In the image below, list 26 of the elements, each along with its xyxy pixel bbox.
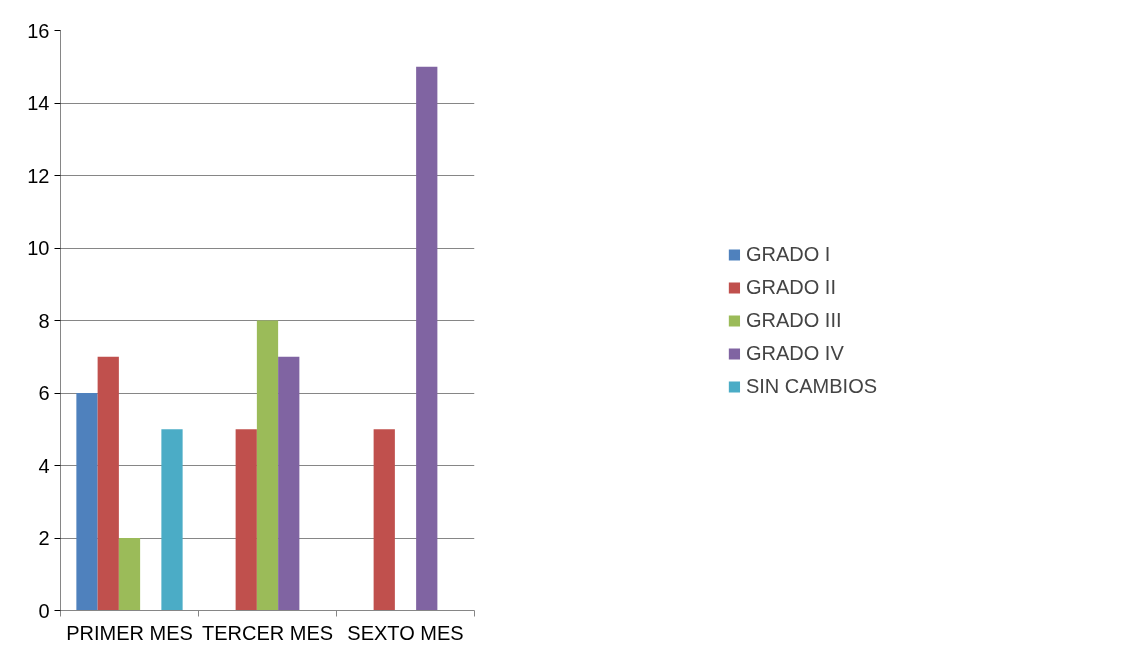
bar: [97, 356, 119, 611]
y-tick-label: 0: [38, 599, 50, 622]
legend-label: GRADO IV: [745, 341, 844, 365]
y-tick-label: 12: [27, 164, 50, 187]
bar: [256, 320, 279, 611]
x-tick-label: TERCER MES: [201, 621, 334, 644]
y-tick-label: 10: [27, 237, 50, 259]
legend-label: GRADO I: [745, 242, 831, 266]
y-tick-label: 6: [38, 382, 50, 404]
legend-label: GRADO II: [745, 275, 836, 299]
bar: [278, 356, 300, 611]
x-tick-label: PRIMER MES: [66, 621, 193, 644]
bar: [76, 393, 98, 611]
bar: [161, 429, 183, 611]
y-tick-label: 16: [27, 19, 50, 42]
y-tick-label: 14: [27, 92, 50, 114]
bar: [118, 538, 141, 611]
y-tick-label: 4: [38, 454, 50, 477]
bar: [416, 66, 438, 611]
x-tick-label: SEXTO MES: [347, 621, 464, 644]
bar: [373, 429, 395, 611]
legend-label: SIN CAMBIOS: [745, 374, 878, 398]
y-tick-label: 2: [38, 527, 50, 549]
y-tick-label: 8: [38, 309, 50, 332]
bar: [235, 429, 257, 611]
legend-label: GRADO III: [745, 308, 842, 332]
